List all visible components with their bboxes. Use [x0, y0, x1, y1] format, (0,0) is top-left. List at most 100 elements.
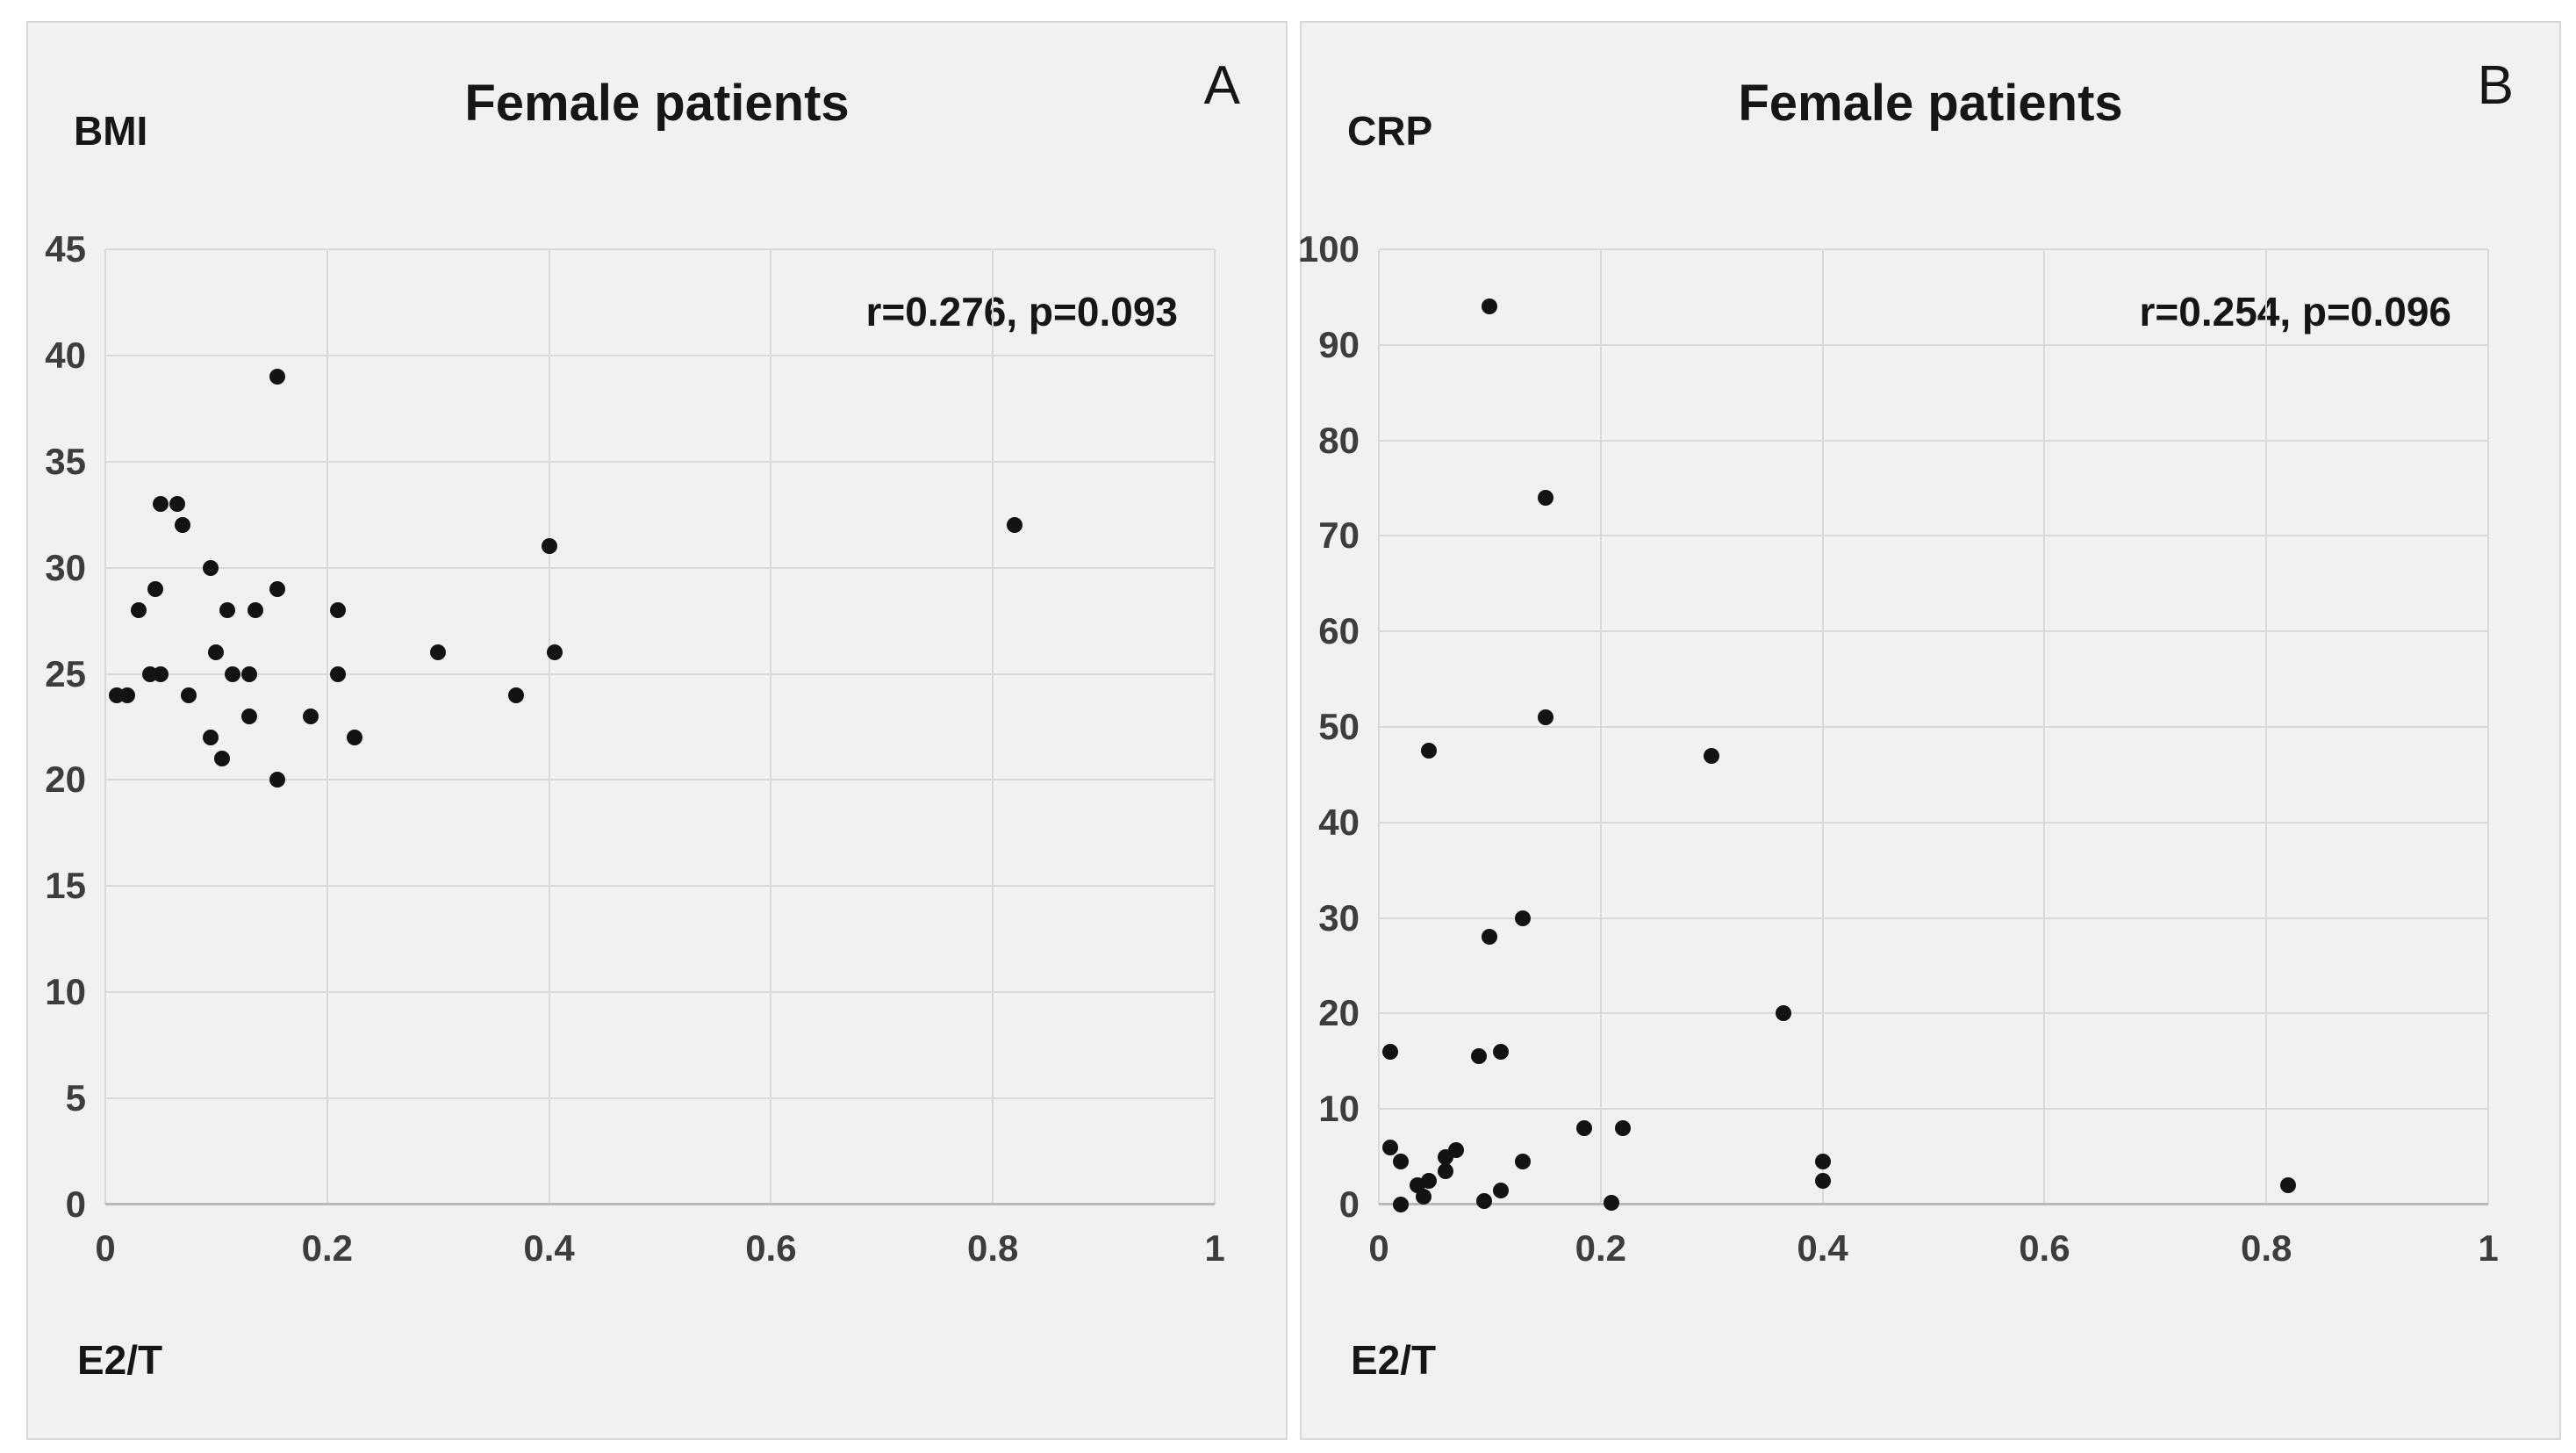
data-point: [1615, 1119, 1632, 1136]
h-gridline: [1379, 439, 2488, 442]
x-tick-label: 0.8: [966, 1227, 1019, 1269]
y-tick-label: 10: [1318, 1088, 1360, 1130]
data-point: [1515, 910, 1532, 926]
v-gridline: [548, 249, 550, 1205]
y-tick-label: 5: [65, 1077, 86, 1119]
y-tick-label: 100: [1297, 228, 1360, 270]
data-point: [1493, 1182, 1510, 1198]
correlation-annotation: r=0.254, p=0.096: [2139, 289, 2451, 334]
x-tick-label: 1: [2478, 1227, 2499, 1269]
data-point: [247, 602, 263, 619]
chart-title: Female patients: [1738, 75, 2123, 132]
y-tick-label: 20: [45, 759, 86, 801]
data-point: [241, 665, 258, 682]
y-axis-title: BMI: [74, 108, 148, 154]
data-point: [1393, 1154, 1410, 1170]
data-point: [1437, 1162, 1453, 1179]
data-point: [330, 665, 347, 682]
v-gridline: [2043, 249, 2046, 1205]
v-gridline: [1214, 249, 1216, 1205]
data-point: [269, 580, 285, 597]
data-point: [541, 538, 557, 555]
data-point: [269, 369, 285, 385]
chart-title: Female patients: [464, 75, 850, 132]
x-axis-line: [105, 1203, 1215, 1205]
y-tick-label: 0: [1338, 1183, 1360, 1225]
data-point: [1437, 1148, 1453, 1165]
y-tick-label: 70: [1318, 514, 1360, 557]
data-point: [1814, 1154, 1831, 1170]
h-gridline: [1379, 248, 2488, 250]
v-gridline: [1378, 249, 1380, 1205]
v-gridline: [104, 249, 106, 1205]
x-tick-label: 0.2: [1575, 1227, 1626, 1269]
x-tick-label: 0.2: [301, 1227, 353, 1269]
data-point: [203, 559, 219, 576]
x-tick-label: 1: [1204, 1227, 1225, 1269]
y-tick-label: 40: [45, 334, 86, 376]
data-point: [1575, 1119, 1592, 1136]
data-point: [2280, 1177, 2297, 1194]
data-point: [219, 602, 236, 619]
y-axis-title: CRP: [1347, 108, 1433, 154]
data-point: [1007, 517, 1023, 534]
data-point: [1537, 489, 1553, 506]
panel-letter: B: [2477, 55, 2514, 116]
h-gridline: [105, 566, 1215, 569]
data-point: [1381, 1139, 1398, 1155]
v-gridline: [992, 249, 994, 1205]
data-point: [153, 496, 169, 513]
correlation-annotation: r=0.276, p=0.093: [865, 289, 1178, 334]
x-axis-title: E2/T: [77, 1337, 163, 1383]
data-point: [1482, 299, 1498, 315]
data-point: [302, 708, 319, 724]
x-tick-label: 0.4: [1797, 1227, 1848, 1269]
h-gridline: [105, 885, 1215, 888]
data-point: [1515, 1154, 1532, 1170]
data-point: [1420, 743, 1437, 759]
h-gridline: [1379, 917, 2488, 919]
data-point: [1482, 929, 1498, 946]
data-point: [213, 751, 230, 767]
h-gridline: [1379, 821, 2488, 824]
data-point: [241, 708, 258, 724]
data-point: [1393, 1197, 1410, 1212]
v-gridline: [2265, 249, 2268, 1205]
data-point: [147, 580, 163, 597]
data-point: [203, 730, 219, 746]
h-gridline: [1379, 1012, 2488, 1015]
y-tick-label: 30: [45, 546, 86, 588]
data-point: [1415, 1189, 1432, 1205]
v-gridline: [2487, 249, 2489, 1205]
plot-area: r=0.254, p=0.096 0 10 20 30 40 50 60 70 80 90 100 0…: [1298, 228, 2499, 1269]
y-tick-label: 10: [45, 971, 86, 1013]
h-gridline: [105, 991, 1215, 994]
data-point: [225, 665, 241, 682]
x-tick-label: 0: [1368, 1227, 1389, 1269]
h-gridline: [105, 779, 1215, 781]
x-tick-label: 0.8: [2240, 1227, 2293, 1269]
y-tick-label: 25: [45, 652, 86, 694]
data-point: [1470, 1048, 1487, 1065]
data-point: [507, 687, 524, 703]
x-tick-label: 0: [95, 1227, 116, 1269]
data-point: [208, 644, 225, 661]
data-point: [153, 665, 169, 682]
h-gridline: [105, 673, 1215, 675]
data-point: [1381, 1043, 1398, 1060]
x-axis-line: [1379, 1203, 2488, 1205]
h-gridline: [1379, 1108, 2488, 1111]
h-gridline: [1379, 535, 2488, 537]
chart-panel-a: BMI Female patients A r=0.276, p=0.093 0…: [26, 21, 1288, 1440]
y-tick-label: 20: [1318, 992, 1360, 1034]
h-gridline: [105, 1097, 1215, 1100]
y-tick-label: 45: [45, 228, 86, 270]
y-tick-label: 0: [65, 1183, 86, 1225]
data-point: [1704, 747, 1720, 764]
data-point: [130, 602, 147, 619]
plot-area: r=0.276, p=0.093 0 5 10 15 20 25 30 35 40 45 0 0.2 0…: [45, 228, 1224, 1269]
data-point: [1776, 1005, 1792, 1022]
data-point: [1476, 1192, 1493, 1209]
y-tick-label: 40: [1318, 801, 1360, 843]
y-tick-label: 35: [45, 440, 86, 482]
